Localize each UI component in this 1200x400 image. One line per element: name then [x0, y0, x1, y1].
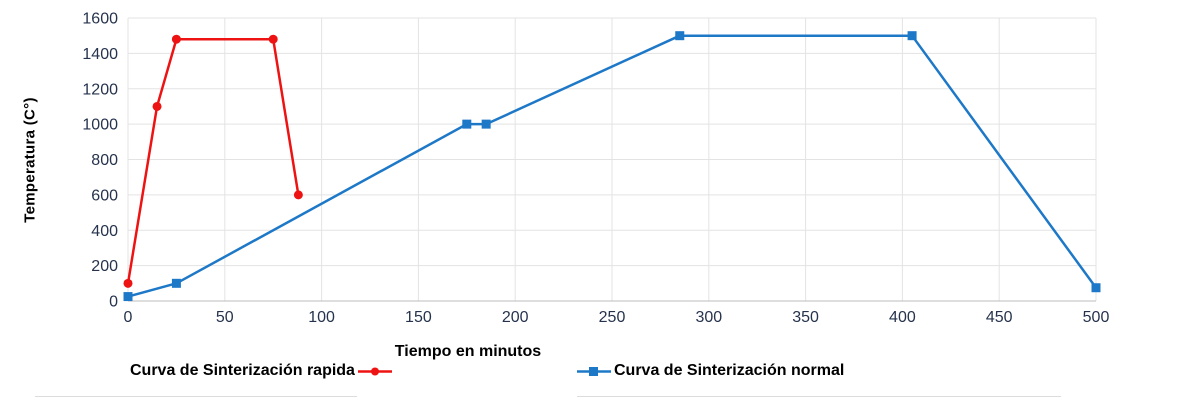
legend-marker-normal-icon	[577, 366, 611, 376]
data-point[interactable]	[123, 292, 133, 302]
x-tick-label: 150	[405, 309, 432, 326]
data-point[interactable]	[293, 190, 303, 200]
x-tick-label: 200	[502, 309, 529, 326]
y-tick-label: 1600	[82, 11, 118, 28]
data-point[interactable]	[907, 31, 917, 41]
x-tick-label: 50	[216, 309, 234, 326]
legend-marker-rapida-icon	[357, 367, 392, 375]
x-tick-label: 250	[599, 309, 626, 326]
data-point[interactable]	[1091, 283, 1101, 293]
y-axis-title: Temperatura (C°)	[21, 97, 39, 223]
y-tick-label: 1200	[82, 81, 118, 98]
data-point[interactable]	[268, 34, 278, 44]
x-tick-label: 100	[308, 309, 335, 326]
data-point[interactable]	[675, 31, 685, 41]
y-tick-label: 400	[91, 223, 118, 240]
x-tick-label: 300	[695, 309, 722, 326]
legend-label-rapida: Curva de Sinterización rapida	[130, 362, 355, 379]
plot-area: 0 50 100 150 200 250 300 350 400 450 500 0 200 400 600…	[82, 11, 1110, 327]
x-axis-title: Tiempo en minutos	[394, 343, 542, 360]
y-tick-label: 1000	[82, 117, 118, 134]
data-point[interactable]	[171, 278, 181, 288]
y-tick-label: 0	[109, 294, 118, 311]
x-tick-label: 400	[889, 309, 916, 326]
legend-item-rapida[interactable]: Curva de Sinterización rapida	[130, 362, 392, 380]
data-point[interactable]	[171, 34, 181, 44]
series-line-0	[126, 37, 300, 285]
legend-label-normal: Curva de Sinterización normal	[614, 362, 845, 379]
data-point[interactable]	[152, 101, 162, 111]
x-tick-label: 350	[792, 309, 819, 326]
y-tick-label: 200	[91, 258, 118, 275]
y-tick-label: 800	[91, 152, 118, 169]
x-tick-label: 500	[1083, 309, 1110, 326]
data-point[interactable]	[462, 119, 472, 129]
y-tick-label: 600	[91, 187, 118, 204]
legend-underline-normal	[577, 396, 1061, 397]
y-tick-label: 1400	[82, 46, 118, 63]
data-point[interactable]	[481, 119, 491, 129]
legend-underline-rapida	[35, 396, 357, 397]
x-tick-label: 0	[124, 309, 133, 326]
data-point[interactable]	[123, 278, 133, 288]
legend-item-normal[interactable]: Curva de Sinterización normal	[577, 362, 844, 380]
x-tick-label: 450	[986, 309, 1013, 326]
